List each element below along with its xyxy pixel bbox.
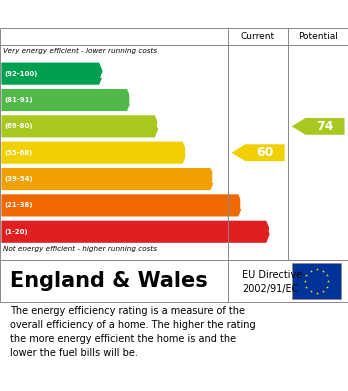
Polygon shape xyxy=(1,89,132,111)
Polygon shape xyxy=(1,115,159,137)
Text: Very energy efficient - lower running costs: Very energy efficient - lower running co… xyxy=(3,48,158,54)
Bar xyxy=(292,264,341,299)
Polygon shape xyxy=(231,144,285,161)
Text: G: G xyxy=(267,225,278,239)
Text: E: E xyxy=(211,172,221,186)
Polygon shape xyxy=(1,142,187,164)
Text: (55-68): (55-68) xyxy=(4,150,32,156)
Polygon shape xyxy=(1,168,215,190)
Text: The energy efficiency rating is a measure of the
overall efficiency of a home. T: The energy efficiency rating is a measur… xyxy=(10,307,256,359)
Text: B: B xyxy=(128,93,139,107)
Polygon shape xyxy=(292,118,345,135)
Text: Current: Current xyxy=(241,32,275,41)
Text: (69-80): (69-80) xyxy=(4,123,33,129)
Text: (81-91): (81-91) xyxy=(4,97,33,103)
Text: Not energy efficient - higher running costs: Not energy efficient - higher running co… xyxy=(3,246,158,252)
Text: A: A xyxy=(100,66,111,81)
Text: Energy Efficiency Rating: Energy Efficiency Rating xyxy=(10,7,220,22)
Text: D: D xyxy=(183,146,195,160)
Text: C: C xyxy=(156,119,166,133)
Text: 2002/91/EC: 2002/91/EC xyxy=(242,283,298,294)
Text: England & Wales: England & Wales xyxy=(10,271,208,291)
Text: (21-38): (21-38) xyxy=(4,203,33,208)
Text: (1-20): (1-20) xyxy=(4,229,28,235)
Text: (39-54): (39-54) xyxy=(4,176,33,182)
Text: Potential: Potential xyxy=(298,32,338,41)
Text: 74: 74 xyxy=(316,120,334,133)
Text: (92-100): (92-100) xyxy=(4,71,38,77)
Polygon shape xyxy=(1,63,104,85)
Text: 60: 60 xyxy=(256,146,274,159)
Text: EU Directive: EU Directive xyxy=(242,270,302,280)
Polygon shape xyxy=(1,194,243,217)
Text: F: F xyxy=(239,198,248,212)
Polygon shape xyxy=(1,221,271,243)
